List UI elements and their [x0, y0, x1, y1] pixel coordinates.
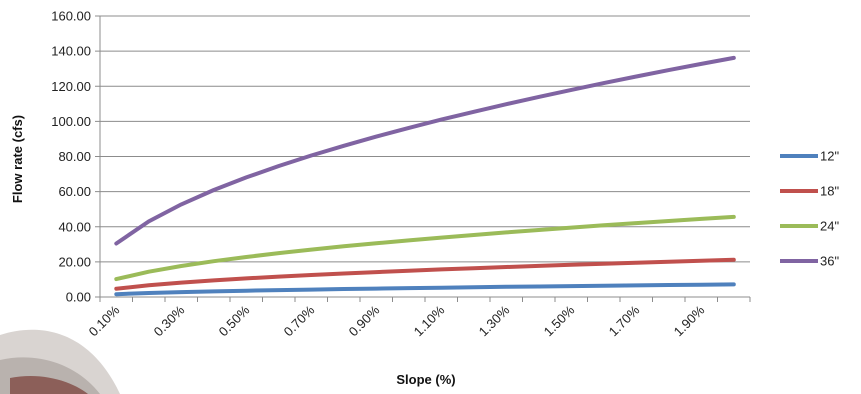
- x-tick-label: 1.90%: [671, 302, 708, 339]
- decorative-background-swoosh: [0, 329, 120, 394]
- x-tick-label: 0.10%: [86, 302, 123, 339]
- x-tick-label: 1.10%: [411, 302, 448, 339]
- y-tick-label: 120.00: [51, 79, 91, 94]
- legend-label: 36": [820, 254, 839, 269]
- y-tick-label: 60.00: [58, 184, 91, 199]
- y-tick-label: 160.00: [51, 9, 91, 24]
- legend-label: 24": [820, 219, 839, 234]
- y-tick-label: 20.00: [58, 254, 91, 269]
- y-tick-label: 0.00: [66, 290, 91, 305]
- y-axis-title: Flow rate (cfs): [10, 115, 25, 203]
- series-line: [114, 214, 736, 282]
- x-tick-label: 1.50%: [541, 302, 578, 339]
- series-line: [114, 55, 736, 246]
- x-tick-label: 1.70%: [606, 302, 643, 339]
- x-tick-label: 1.30%: [476, 302, 513, 339]
- axes: [99, 16, 751, 302]
- x-tick-label: 0.70%: [281, 302, 318, 339]
- y-tick-label: 40.00: [58, 219, 91, 234]
- x-axis-title: Slope (%): [396, 372, 455, 387]
- y-axis-ticks: 0.00 20.00 40.00 60.00 80.00 100.00 120.00 140.…: [51, 9, 91, 305]
- series-line: [114, 282, 736, 297]
- y-tick-label: 100.00: [51, 114, 91, 129]
- y-tick-label: 80.00: [58, 149, 91, 164]
- series-lines: [114, 55, 736, 297]
- x-axis-ticks: 0.10% 0.30% 0.50% 0.70% 0.90% 1.10% 1.30% 1.50%…: [86, 302, 708, 339]
- gridlines: [95, 15, 750, 298]
- legend-label: 12": [820, 149, 839, 164]
- y-tick-label: 140.00: [51, 44, 91, 59]
- series-line: [114, 257, 736, 291]
- x-tick-label: 0.50%: [216, 302, 253, 339]
- legend-label: 18": [820, 184, 839, 199]
- x-tick-label: 0.90%: [346, 302, 383, 339]
- x-tick-label: 0.30%: [151, 302, 188, 339]
- legend: 12" 18" 24" 36": [780, 149, 839, 269]
